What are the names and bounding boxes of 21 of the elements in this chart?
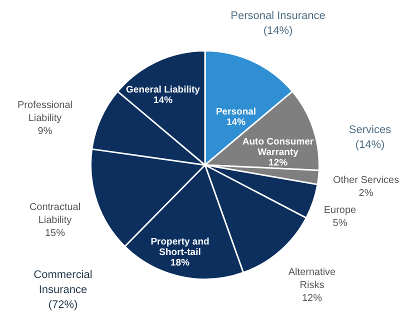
slice-label: Property and Short-tail	[150, 236, 210, 258]
data-label: 14%	[153, 95, 174, 106]
slice-label: Contractual Liability	[29, 202, 81, 226]
data-label: 14%	[226, 117, 246, 128]
data-label: 9%	[38, 126, 52, 137]
data-label: 18%	[170, 258, 190, 269]
slice-label: Professional Liability	[17, 100, 73, 124]
slice-label: Europe	[324, 204, 357, 216]
text: Services (14%)	[348, 124, 392, 152]
data-label: 5%	[332, 218, 348, 229]
text: Personal Insurance (14%)	[230, 10, 326, 38]
slice-label: Personal	[216, 106, 256, 118]
text: Commercial Insurance (72%)	[34, 269, 92, 312]
data-label: 15%	[44, 228, 66, 239]
slice-label: Alternative Risks	[288, 266, 336, 291]
slice-label: General Liability	[126, 84, 201, 96]
data-label: 12%	[268, 158, 288, 169]
slice-label: Other Services	[332, 174, 400, 186]
data-label: 2%	[358, 188, 374, 199]
slice-label: Auto Consumer Warranty	[242, 136, 314, 158]
data-label: 12%	[302, 292, 322, 304]
